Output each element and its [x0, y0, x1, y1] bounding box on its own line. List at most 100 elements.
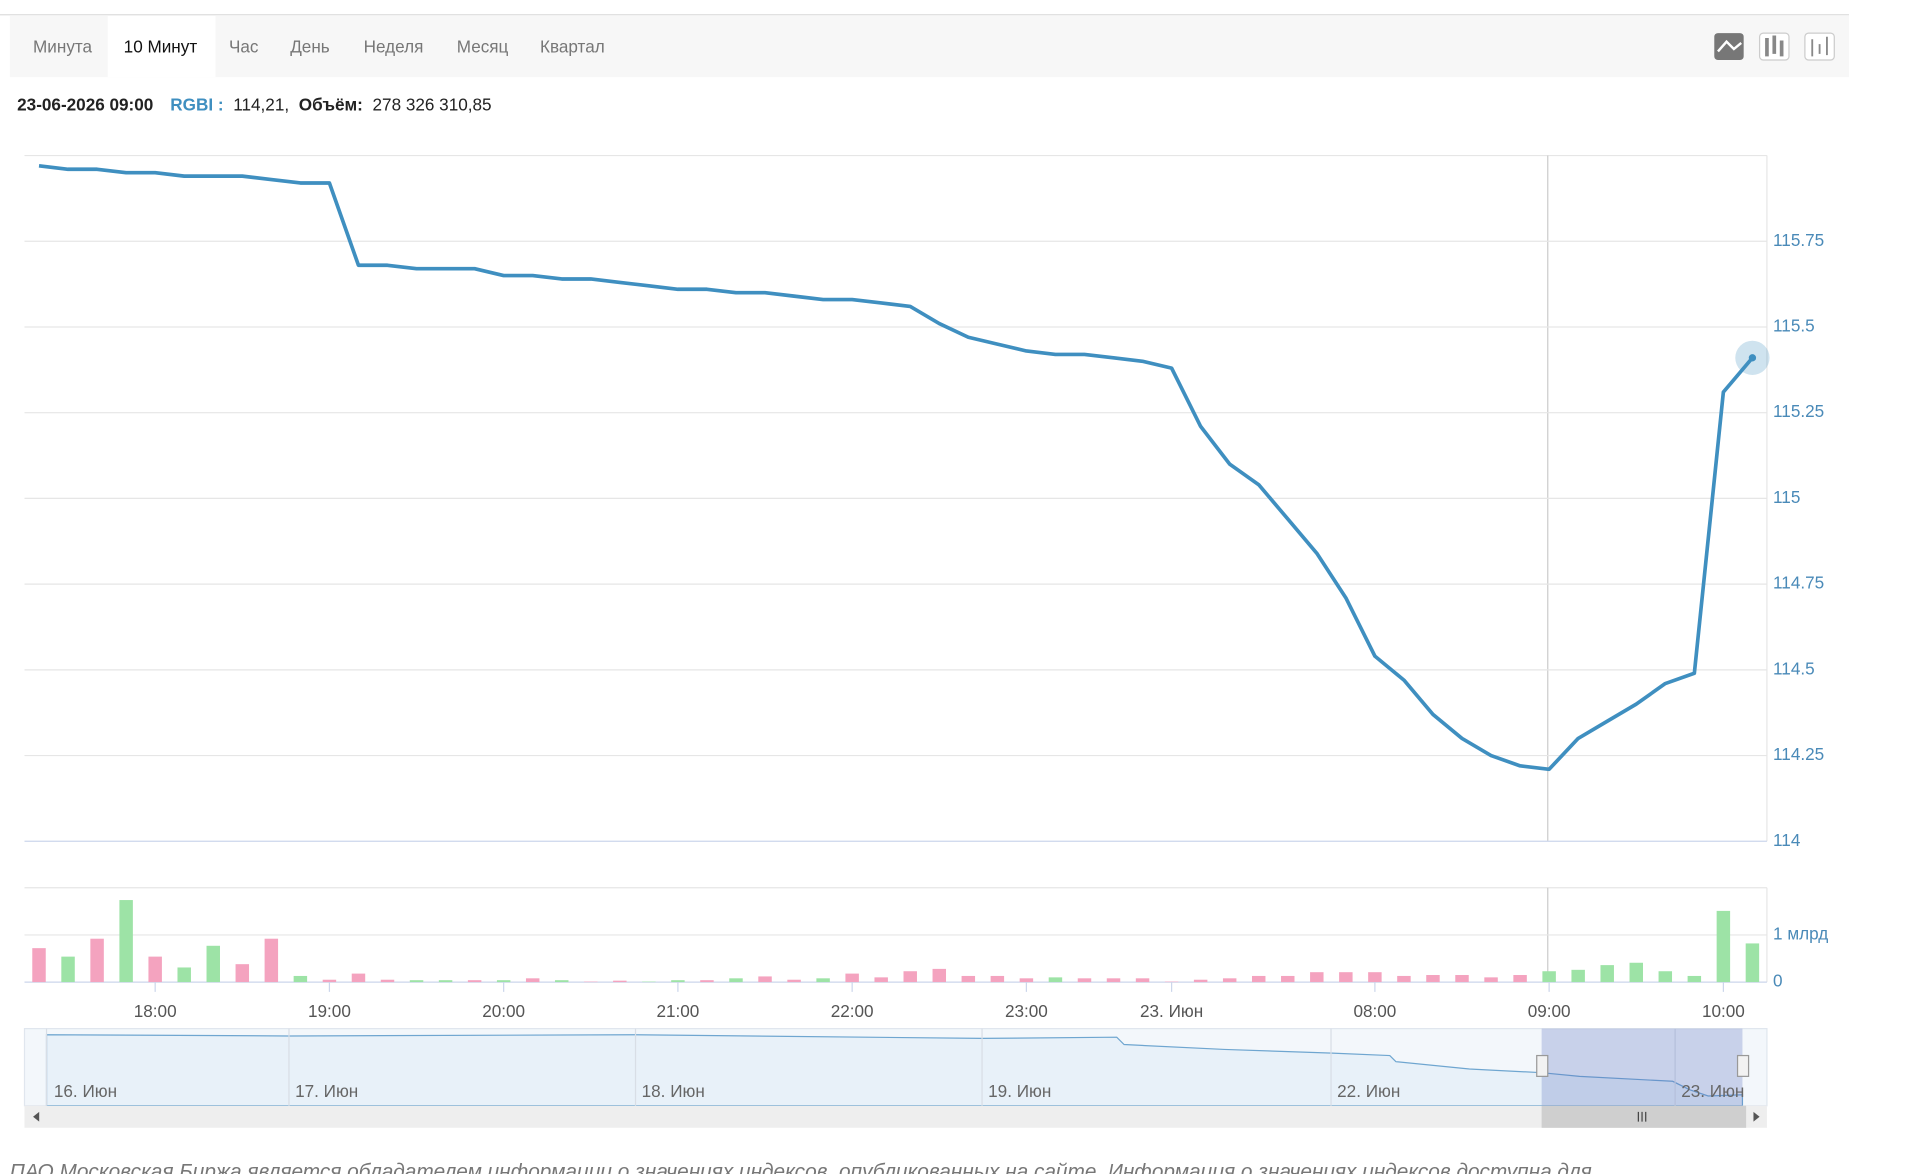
volume-bar: [1513, 975, 1527, 983]
navigator-handle[interactable]: [1536, 1054, 1549, 1077]
volume-bar: [729, 978, 743, 983]
volume-bar: [206, 945, 220, 983]
tab[interactable]: Квартал: [540, 36, 605, 56]
navigator-selection[interactable]: [1541, 1028, 1743, 1106]
volume-bar: [1571, 969, 1585, 983]
volume-bar: [990, 975, 1005, 983]
volume-bar: [700, 980, 714, 983]
y-tick-label: 114.5: [1773, 658, 1815, 678]
volume-bar: [1745, 943, 1760, 983]
volume-bar: [1339, 972, 1353, 983]
x-tick-label: 23:00: [1005, 1001, 1048, 1021]
footer-text: ПАО Московская Биржа является обладателе…: [10, 1161, 1592, 1174]
info-symbol: RGBI :: [170, 94, 223, 114]
tab[interactable]: 10 Минут: [124, 36, 198, 56]
y-tick-label: 114.75: [1773, 573, 1824, 593]
scroll-left[interactable]: [33, 1111, 40, 1122]
scroll-right[interactable]: [1753, 1111, 1760, 1122]
x-tick-label: 21:00: [656, 1001, 699, 1021]
volume-bar: [1281, 975, 1295, 983]
line-icon[interactable]: [1714, 33, 1744, 61]
info-line: 23-06-2026 09:00 RGBI : 114,21, Объём: 2…: [17, 94, 491, 114]
active-tab-bg: [107, 15, 216, 78]
volume-bar: [1484, 977, 1498, 983]
volume-bar: [1629, 962, 1643, 983]
volume-bar: [264, 938, 279, 983]
volume-bar: [1019, 978, 1034, 983]
x-tick-label: 10:00: [1702, 1001, 1745, 1021]
volume-bar: [874, 977, 888, 983]
navigator-handle[interactable]: [1736, 1054, 1750, 1077]
volume-bar: [1135, 978, 1150, 983]
volume-bar: [148, 956, 162, 983]
volume-bar: [787, 979, 801, 983]
volume-bar: [1048, 977, 1063, 983]
y-tick-label: 115: [1773, 487, 1800, 507]
info-date: 23-06-2026 09:00: [17, 94, 153, 114]
volume-bar: [496, 980, 511, 983]
price-line: [38, 164, 1754, 772]
volume-bar: [1310, 972, 1324, 983]
info-volume-label: Объём:: [299, 94, 363, 114]
volume-bar: [758, 976, 772, 983]
volume-bar: [235, 964, 250, 983]
volume-bar: [61, 956, 75, 983]
y-tick-label: 114.25: [1773, 744, 1824, 764]
y-tick-label: 0: [1773, 971, 1783, 991]
volume-bar: [613, 980, 627, 983]
navigator-grid: [45, 1028, 1676, 1106]
tab[interactable]: Минута: [33, 36, 93, 56]
volume-bar: [322, 979, 337, 983]
volume-bar: [1077, 978, 1092, 983]
volume-bar: [438, 980, 453, 983]
x-tick-label: 23. Июн: [1140, 1001, 1203, 1021]
volume-bar: [177, 967, 191, 983]
volume-bar: [525, 978, 540, 983]
volume-bar: [1716, 910, 1731, 983]
volume-bar: [409, 980, 424, 983]
volume-bar: [1106, 978, 1121, 983]
volume-bar: [1222, 978, 1237, 983]
x-tick-label: 09:00: [1528, 1001, 1571, 1021]
y-tick-label: 1 млрд: [1773, 923, 1828, 943]
x-tick-label: 08:00: [1353, 1001, 1396, 1021]
volume-bar: [961, 975, 976, 983]
volume-bar: [555, 980, 569, 983]
navigator-label: 17. Июн: [295, 1081, 358, 1101]
volume-bar: [1397, 975, 1411, 983]
volume-bar: [293, 975, 308, 983]
volume-bar: [1193, 979, 1208, 983]
info-volume: 278 326 310,85: [373, 94, 492, 114]
volume-bar: [119, 900, 133, 983]
tab-bar: [9, 15, 1849, 78]
volume-bar: [1658, 971, 1673, 983]
volume-bar: [932, 968, 947, 983]
info-price: 114,21,: [233, 94, 289, 114]
tab[interactable]: Месяц: [457, 36, 509, 56]
x-tick-label: 22:00: [831, 1001, 874, 1021]
volume-bar: [671, 980, 685, 983]
volume-bar: [903, 971, 917, 983]
x-tick-label: 18:00: [134, 1001, 177, 1021]
tab[interactable]: Неделя: [364, 36, 424, 56]
volume-bar: [90, 938, 104, 983]
scrollbar-thumb[interactable]: [1541, 1105, 1747, 1128]
volume-bar: [32, 948, 46, 983]
tab[interactable]: День: [290, 36, 330, 56]
volume-bar: [816, 978, 830, 983]
volume-bar: [1251, 975, 1266, 983]
tab[interactable]: Час: [229, 36, 259, 56]
x-tick-label: 20:00: [482, 1001, 525, 1021]
navigator-label: 19. Июн: [988, 1081, 1051, 1101]
navigator: [23, 1027, 1768, 1128]
volume-bar: [845, 973, 859, 983]
volume-bar: [467, 980, 482, 983]
volume-bar: [1455, 975, 1469, 983]
navigator-label: 22. Июн: [1337, 1081, 1400, 1101]
hover-point: [1748, 354, 1757, 362]
y-tick-label: 115.25: [1773, 401, 1824, 421]
volume-bar: [1687, 975, 1702, 983]
volume-bar: [1600, 965, 1614, 983]
